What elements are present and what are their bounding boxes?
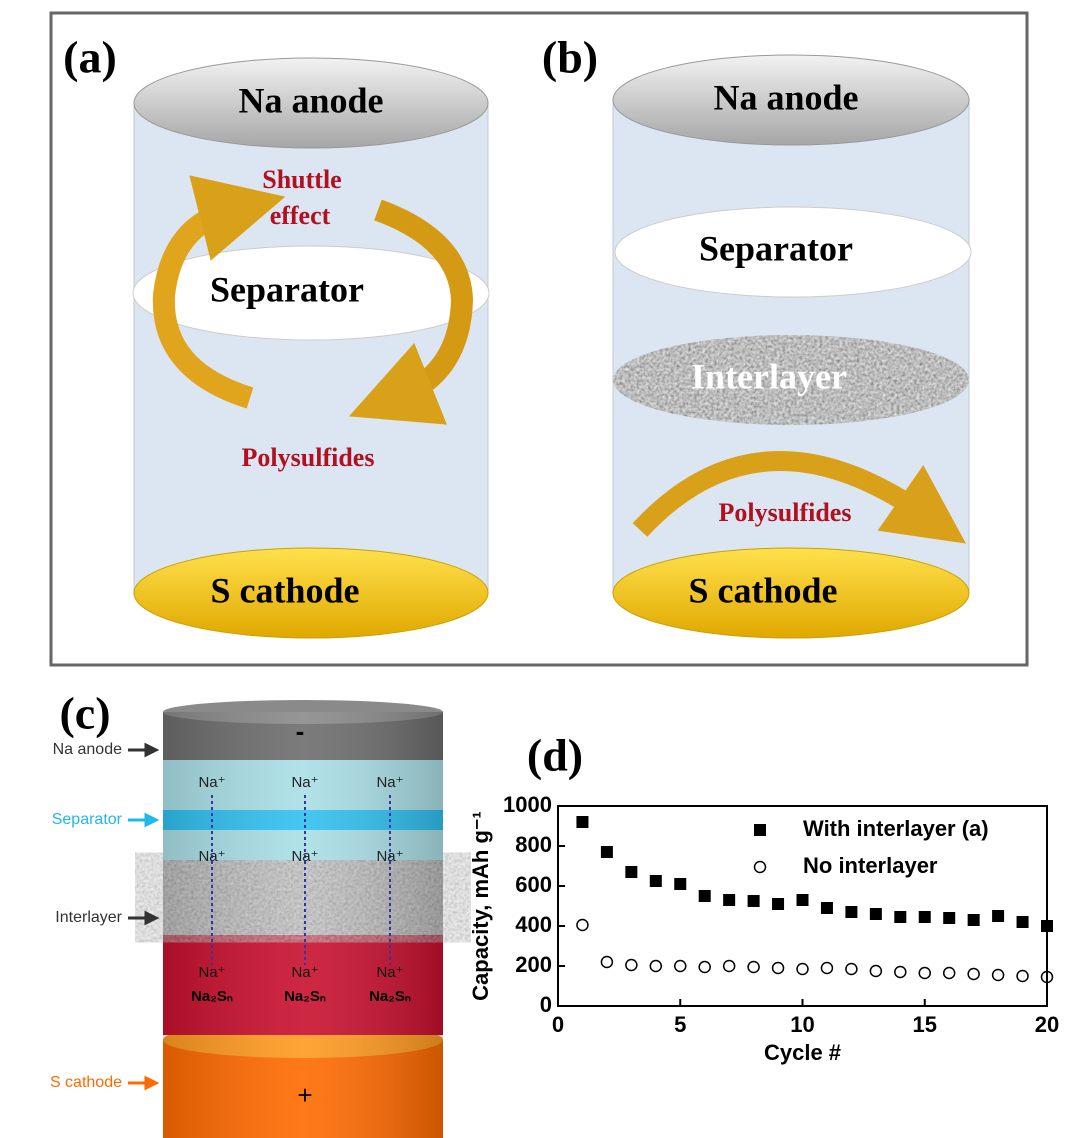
point xyxy=(650,961,661,972)
ion: Na⁺ xyxy=(198,774,225,791)
ion: Na⁺ xyxy=(376,774,403,791)
label: Shuttle xyxy=(262,165,341,194)
y-tick-label: 1000 xyxy=(503,792,552,817)
point xyxy=(773,963,784,974)
legend-marker xyxy=(755,862,766,873)
ion: Na⁺ xyxy=(291,964,318,981)
x-tick-label: 5 xyxy=(674,1012,686,1037)
label: Polysulfides xyxy=(242,443,375,472)
ion: Na⁺ xyxy=(291,848,318,865)
compound: Na₂Sₙ xyxy=(191,988,233,1005)
pointer xyxy=(128,1078,156,1088)
y-tick-label: 0 xyxy=(540,992,552,1017)
side-label: Na anode xyxy=(53,741,122,758)
point xyxy=(626,960,637,971)
point xyxy=(723,894,735,906)
point xyxy=(870,966,881,977)
x-axis-label: Cycle # xyxy=(764,1040,841,1065)
label: effect xyxy=(270,201,331,230)
point xyxy=(748,895,760,907)
x-tick-label: 15 xyxy=(913,1012,937,1037)
point xyxy=(674,878,686,890)
point xyxy=(650,875,662,887)
point xyxy=(943,912,955,924)
legend-label: With interlayer (a) xyxy=(803,816,989,841)
panel-label: (b) xyxy=(542,32,598,83)
panel-label: (a) xyxy=(63,32,117,83)
point xyxy=(846,964,857,975)
y-tick-label: 600 xyxy=(515,872,552,897)
point xyxy=(675,961,686,972)
point xyxy=(919,911,931,923)
point xyxy=(576,816,588,828)
point xyxy=(748,962,759,973)
x-tick-label: 20 xyxy=(1035,1012,1059,1037)
label: Separator xyxy=(699,228,853,268)
compound: Na₂Sₙ xyxy=(369,988,411,1005)
x-tick-label: 10 xyxy=(790,1012,814,1037)
point xyxy=(821,963,832,974)
page: (a) Na anode Shuttle effect Separator Po… xyxy=(0,0,1066,1138)
ion: Na⁺ xyxy=(198,964,225,981)
point xyxy=(993,970,1004,981)
point xyxy=(894,911,906,923)
point xyxy=(870,908,882,920)
ion: Na⁺ xyxy=(376,848,403,865)
y-tick-label: 800 xyxy=(515,832,552,857)
ion: Na⁺ xyxy=(198,848,225,865)
label: S cathode xyxy=(688,570,837,610)
label: S cathode xyxy=(210,570,359,610)
label: Na anode xyxy=(713,77,858,117)
point xyxy=(944,968,955,979)
point xyxy=(968,914,980,926)
point xyxy=(821,902,833,914)
y-axis-label: Capacity, mAh g⁻¹ xyxy=(468,811,493,1001)
pointer xyxy=(128,745,156,755)
ion: Na⁺ xyxy=(376,964,403,981)
point xyxy=(1017,971,1028,982)
point xyxy=(1041,920,1053,932)
pointer xyxy=(128,815,156,825)
ion: Na⁺ xyxy=(291,774,318,791)
figure: (a) Na anode Shuttle effect Separator Po… xyxy=(0,0,1066,1138)
point xyxy=(699,890,711,902)
legend-marker xyxy=(754,824,766,836)
panel-label: (c) xyxy=(59,688,110,739)
side-label: S cathode xyxy=(50,1074,122,1091)
point xyxy=(577,920,588,931)
point xyxy=(601,846,613,858)
point xyxy=(724,961,735,972)
point xyxy=(968,969,979,980)
compound: Na₂Sₙ xyxy=(284,988,326,1005)
point xyxy=(797,894,809,906)
side-label: Separator xyxy=(52,811,123,828)
label: Separator xyxy=(210,269,364,309)
minus: - xyxy=(296,716,305,746)
label: Polysulfides xyxy=(719,498,852,527)
label: Interlayer xyxy=(691,356,847,396)
x-tick-label: 0 xyxy=(552,1012,564,1037)
pointer xyxy=(128,913,156,923)
point xyxy=(845,906,857,918)
point xyxy=(919,968,930,979)
point xyxy=(699,962,710,973)
panel-d: (d) 0 200 400 600 800 1000 0 5 10 15 20 Cycle # Capa… xyxy=(468,730,1059,1065)
y-tick-label: 400 xyxy=(515,912,552,937)
panel-label: (d) xyxy=(527,730,583,781)
point xyxy=(797,964,808,975)
point xyxy=(895,967,906,978)
point xyxy=(772,898,784,910)
panel-c: (c) - + Na anode Separator Interlayer S cat… xyxy=(50,688,443,1138)
legend-label: No interlayer xyxy=(803,853,938,878)
point xyxy=(992,910,1004,922)
point xyxy=(1017,916,1029,928)
y-tick-label: 200 xyxy=(515,952,552,977)
label: Na anode xyxy=(238,80,383,120)
plus: + xyxy=(297,1080,312,1110)
point xyxy=(625,866,637,878)
side-label: Interlayer xyxy=(55,909,122,926)
point xyxy=(601,957,612,968)
